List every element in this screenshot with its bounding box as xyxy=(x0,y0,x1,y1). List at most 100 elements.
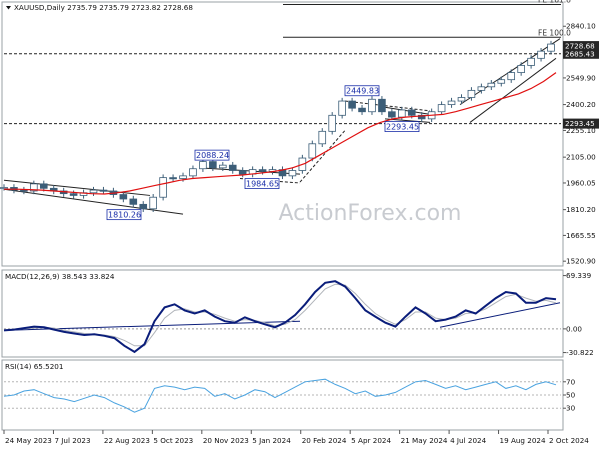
price-tick-label: 1810.20 xyxy=(566,205,596,214)
price-label-box xyxy=(563,118,599,129)
candle-body xyxy=(547,43,555,52)
candle-body xyxy=(209,161,217,169)
rsi-line xyxy=(3,378,557,413)
candle-body xyxy=(169,177,177,180)
price-label-box xyxy=(563,48,599,59)
candle-body xyxy=(507,72,516,81)
fib-level-label: FE 161.8 xyxy=(538,0,571,5)
candle-body xyxy=(348,100,356,109)
annotation-box xyxy=(344,85,380,97)
price-tick-label: 2840.10 xyxy=(566,22,596,31)
candle-body xyxy=(218,164,227,169)
price-levels: FE 161.8 FE 100.0 xyxy=(4,0,571,125)
candle-body xyxy=(388,111,396,118)
candle-body xyxy=(119,194,128,200)
annotation-box xyxy=(106,209,142,221)
date-tick-label: 5 Jan 2024 xyxy=(252,436,291,445)
rsi-tick-label: 70 xyxy=(566,377,576,386)
annotation-box xyxy=(384,121,420,132)
candle-body xyxy=(149,196,157,210)
price-tick-label: 2400.20 xyxy=(566,100,596,109)
annotation-label: 2293.45 xyxy=(386,123,419,132)
rsi-tick-label: 50 xyxy=(566,391,576,400)
price-tick-label: 1520.90 xyxy=(566,257,596,266)
price-annotations: 2449.83 2088.24 1984.65 1810.26 2293.45 xyxy=(106,85,420,221)
candle-body xyxy=(159,177,167,198)
price-label: 2685.43 xyxy=(565,49,595,58)
price-tick-label: 2549.90 xyxy=(566,73,596,82)
candle-body xyxy=(0,187,8,190)
annotation-label: 2088.24 xyxy=(196,151,229,160)
candle-body xyxy=(258,169,267,172)
candle-body xyxy=(477,86,486,91)
candle-body xyxy=(129,198,138,205)
candle-body xyxy=(378,98,386,113)
candle-body xyxy=(497,79,506,84)
fib-level-label: FE 100.0 xyxy=(538,28,571,37)
price-tick-label: 1960.05 xyxy=(566,178,596,187)
date-tick-label: 4 Jul 2024 xyxy=(450,436,487,445)
annotation-box xyxy=(194,149,230,161)
macd-header: MACD(12,26,9) 38.543 33.824 xyxy=(5,272,115,281)
candle-body xyxy=(358,107,366,113)
price-label: 2728.68 xyxy=(565,42,595,51)
candle-body xyxy=(338,100,346,116)
annotation-label: 1810.26 xyxy=(108,211,141,220)
channel-line xyxy=(459,38,561,106)
price-tick-label: 1665.55 xyxy=(566,231,596,240)
candle-body xyxy=(89,189,98,194)
candle-body xyxy=(69,193,78,196)
price-candles xyxy=(0,40,555,212)
price-pane: ActionForex.com FE 161.8 FE 100.0 2449.83… xyxy=(0,0,599,267)
macd-tick-label: 69.339 xyxy=(566,271,592,280)
macd-line xyxy=(3,280,557,354)
candle-body xyxy=(308,143,317,159)
date-tick-label: 2 Oct 2024 xyxy=(549,436,589,445)
rsi-tick-label: 30 xyxy=(566,404,576,413)
rsi-header: RSI(14) 65.5201 xyxy=(5,362,63,371)
candle-body xyxy=(398,109,406,118)
candle-body xyxy=(199,161,207,170)
channel-line xyxy=(3,179,151,196)
macd-pane: 69.339 0.00 -30.822 MACD(12,26,9) 38.543 3… xyxy=(1,269,594,358)
candle-body xyxy=(527,57,535,66)
candle-body xyxy=(437,104,446,113)
channel-line xyxy=(299,130,346,183)
date-axis: 24 May 2023 7 Jul 2023 22 Aug 2023 5 Oct 20… xyxy=(3,430,589,445)
channel-line xyxy=(344,100,431,112)
chart-header: XAUUSD,Daily 2735.79 2735.79 2723.82 272… xyxy=(6,3,193,12)
chart-title: XAUUSD,Daily 2735.79 2735.79 2723.82 272… xyxy=(14,3,193,12)
price-tick-label: 2105.00 xyxy=(566,153,596,162)
dropdown-triangle-icon[interactable] xyxy=(6,6,11,10)
candle-body xyxy=(368,98,376,113)
candle-body xyxy=(288,170,297,177)
candle-body xyxy=(328,114,336,132)
price-axis: 1520.90 1665.55 1810.20 1960.05 2105.00 2255.… xyxy=(563,22,599,266)
annotation-label: 2449.83 xyxy=(346,87,379,96)
date-tick-label: 7 Jul 2023 xyxy=(54,436,90,445)
candle-body xyxy=(39,183,48,189)
macd-tick-label: 0.00 xyxy=(566,324,582,333)
date-tick-label: 5 Apr 2024 xyxy=(351,436,391,445)
date-tick-label: 19 Aug 2024 xyxy=(500,436,546,445)
candle-body xyxy=(537,50,545,59)
candle-body xyxy=(228,164,237,171)
candle-body xyxy=(318,130,327,145)
date-tick-label: 24 May 2023 xyxy=(5,436,52,445)
date-tick-label: 21 May 2024 xyxy=(401,436,448,445)
candle-body xyxy=(20,189,28,192)
candle-body xyxy=(30,183,38,192)
macd-axis: 69.339 0.00 -30.822 xyxy=(563,271,594,357)
price-label: 2293.45 xyxy=(565,119,595,128)
candle-body xyxy=(467,89,476,98)
candle-body xyxy=(457,97,466,102)
channel-line xyxy=(469,57,557,123)
watermark-text: ActionForex.com xyxy=(279,201,462,226)
candle-body xyxy=(417,114,426,120)
candle-body xyxy=(517,65,525,73)
rsi-axis: 70 50 30 xyxy=(563,377,576,413)
moving-average-line xyxy=(4,72,557,195)
price-tick-label: 2255.10 xyxy=(566,126,596,135)
date-tick-label: 22 Aug 2023 xyxy=(104,436,150,445)
